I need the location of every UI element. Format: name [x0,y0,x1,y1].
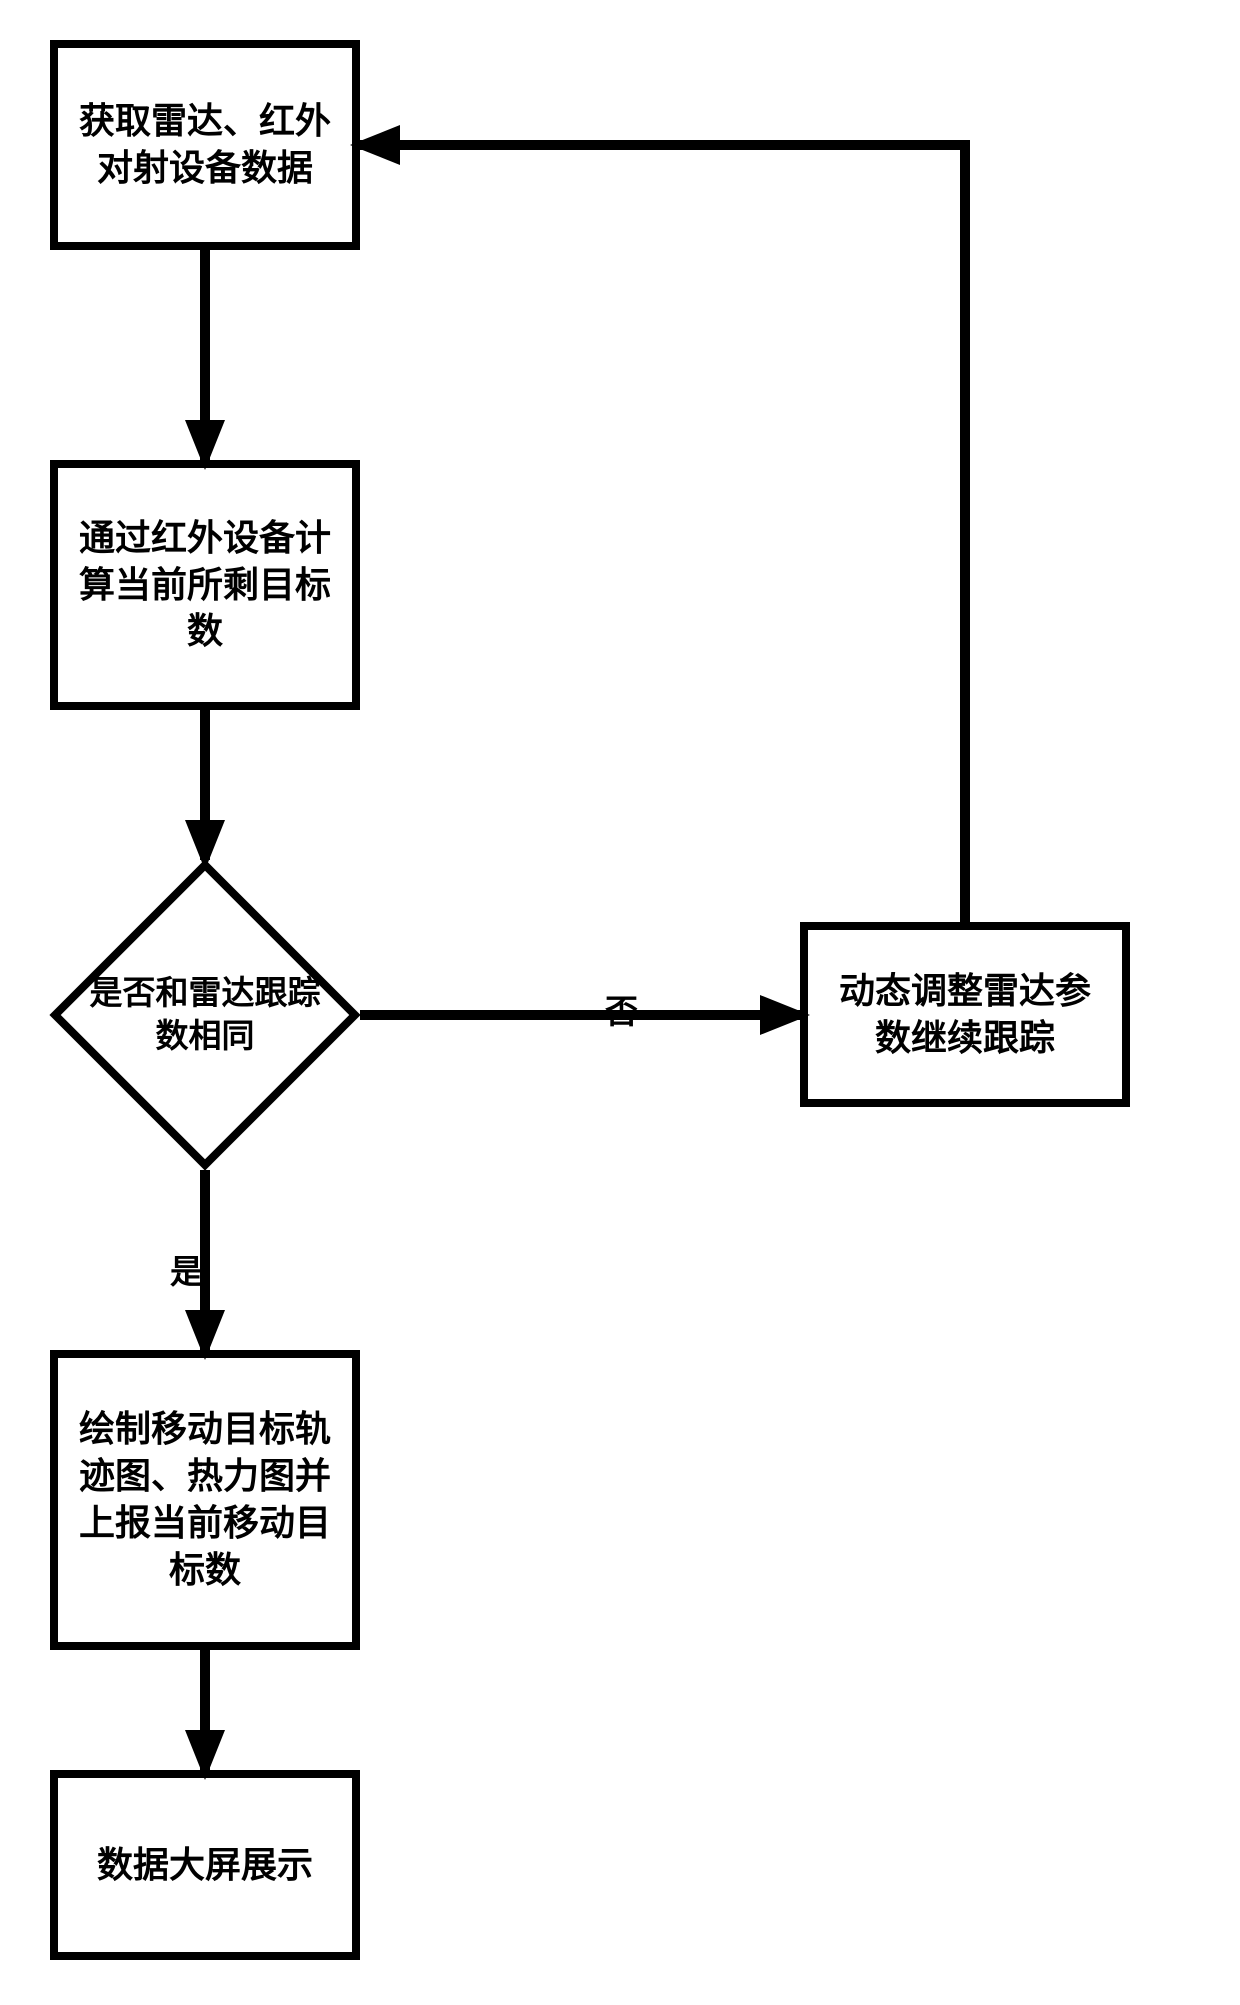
flow-node-n1: 获取雷达、红外对射设备数据 [50,40,360,250]
flow-node-n4: 动态调整雷达参数继续跟踪 [800,922,1130,1107]
flow-node-n6: 数据大屏展示 [50,1770,360,1960]
flowchart-canvas: 获取雷达、红外对射设备数据通过红外设备计算当前所剩目标数是否和雷达跟踪数相同 动态… [0,0,1240,2005]
flow-node-n2: 通过红外设备计算当前所剩目标数 [50,460,360,710]
flow-edge-5 [360,145,965,922]
flow-edge-label-2: 否 [605,985,638,1033]
flow-node-n3-label: 是否和雷达跟踪数相同 [79,889,330,1140]
flow-edge-label-3: 是 [170,1245,203,1293]
flow-node-n5: 绘制移动目标轨迹图、热力图并上报当前移动目标数 [50,1350,360,1650]
